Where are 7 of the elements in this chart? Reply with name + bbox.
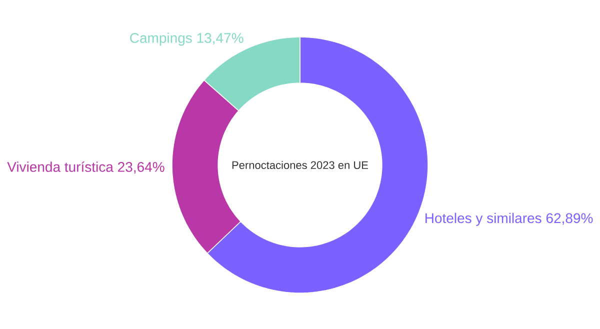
slice-label: Vivienda turística: [7, 161, 114, 172]
slice-label: Campings: [130, 32, 192, 46]
slice-label: Hoteles y similares: [426, 212, 542, 226]
data-label: 13,47%: [197, 33, 244, 45]
data-label: 62,89%: [546, 213, 593, 225]
text: Pernoctaciones 2023 en UE: [232, 160, 368, 170]
data-label: 23,64%: [118, 162, 164, 174]
